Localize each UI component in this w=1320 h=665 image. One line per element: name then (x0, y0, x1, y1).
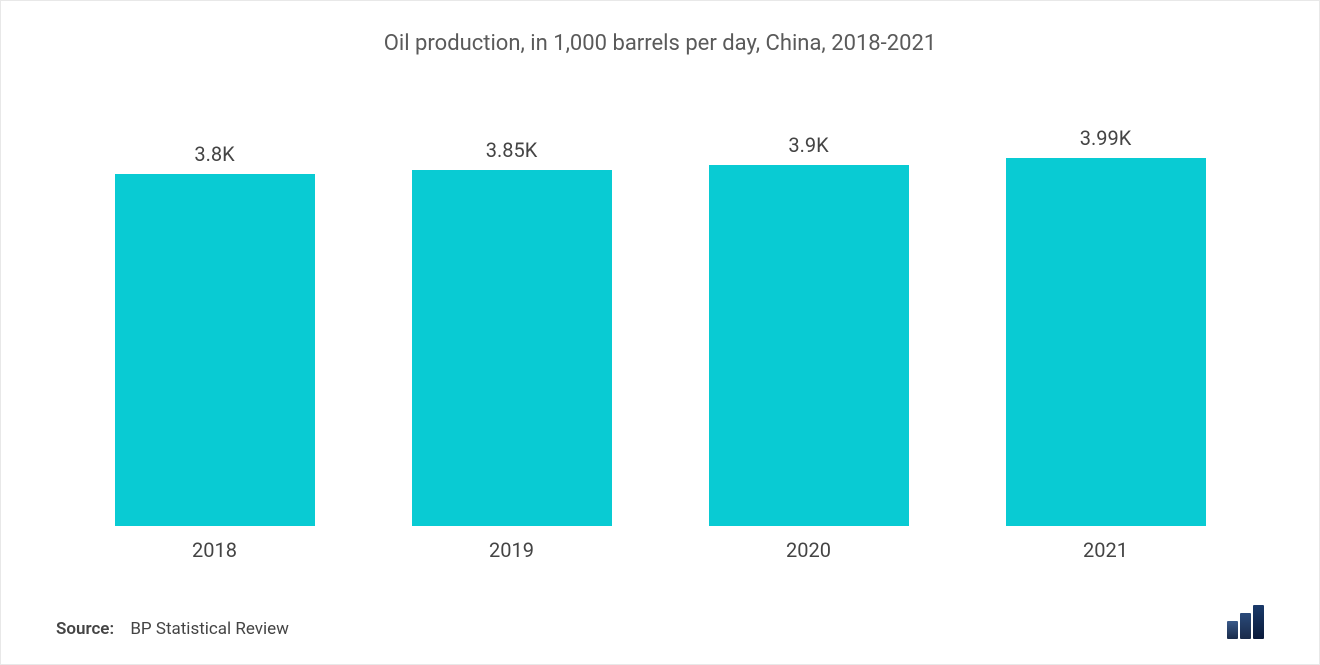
source-citation: Source: BP Statistical Review (56, 619, 289, 639)
x-axis-label: 2020 (786, 538, 831, 562)
bar (1006, 158, 1206, 526)
bar-value-label: 3.9K (788, 133, 828, 157)
bar-value-label: 3.85K (486, 138, 538, 162)
chart-footer: Source: BP Statistical Review (56, 605, 1264, 639)
chart-plot-area: 3.8K 3.85K 3.9K 3.99K (56, 126, 1264, 526)
bar-value-label: 3.99K (1080, 126, 1132, 150)
x-axis-label: 2021 (1083, 538, 1128, 562)
bar-group: 3.85K (363, 126, 660, 526)
bar-value-label: 3.8K (194, 142, 234, 166)
bar-group: 3.9K (660, 126, 957, 526)
bar-group: 3.8K (66, 126, 363, 526)
source-text: BP Statistical Review (130, 619, 289, 639)
bar (412, 170, 612, 526)
bar-group: 3.99K (957, 126, 1254, 526)
chart-title: Oil production, in 1,000 barrels per day… (56, 31, 1264, 56)
x-axis: 2018 2019 2020 2021 (56, 526, 1264, 562)
x-axis-label: 2019 (489, 538, 534, 562)
brand-logo-icon (1227, 605, 1264, 639)
bar (115, 174, 315, 526)
source-label: Source: (56, 619, 114, 639)
bar (709, 165, 909, 526)
x-axis-label: 2018 (192, 538, 237, 562)
